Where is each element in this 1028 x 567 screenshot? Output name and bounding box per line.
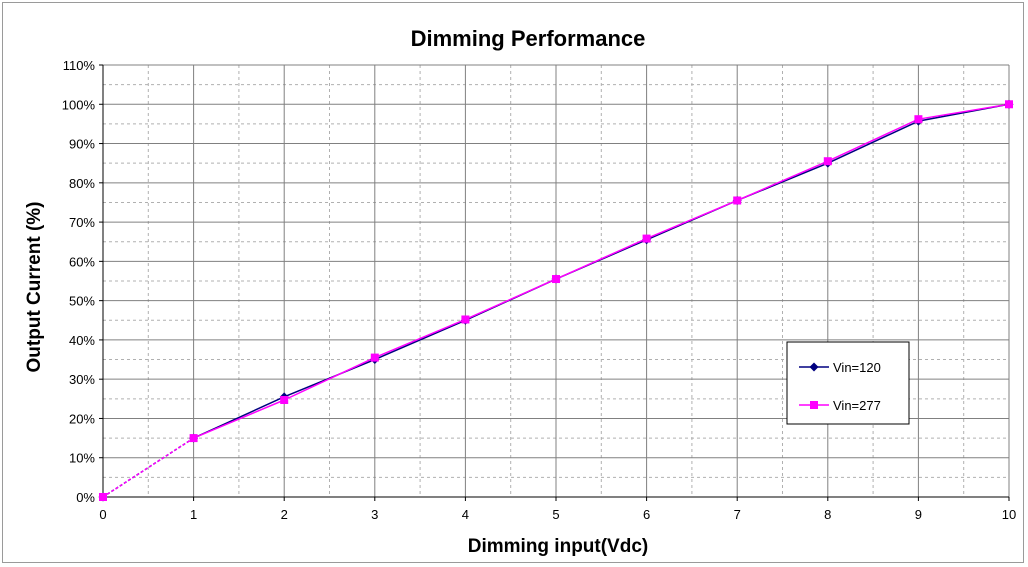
series-segment-1 bbox=[465, 278, 557, 321]
series-segment-0 bbox=[827, 120, 919, 164]
y-tick-label: 0% bbox=[76, 490, 95, 505]
x-tick-label: 3 bbox=[371, 507, 378, 522]
y-tick-label: 30% bbox=[69, 372, 95, 387]
point-1 bbox=[99, 493, 107, 501]
x-axis-label: Dimming input(Vdc) bbox=[468, 536, 648, 557]
point-1 bbox=[642, 234, 651, 243]
y-tick-label: 110% bbox=[63, 58, 96, 73]
legend-marker-0 bbox=[809, 362, 819, 372]
point-1 bbox=[914, 115, 923, 124]
legend-label-1: Vin=277 bbox=[833, 398, 881, 413]
y-axis-label: Output Current (%) bbox=[24, 202, 45, 373]
series-segment-1 bbox=[827, 118, 919, 162]
y-tick-label: 80% bbox=[69, 176, 95, 191]
x-tick-label: 9 bbox=[915, 507, 922, 522]
series-segment-1 bbox=[374, 318, 466, 359]
x-tick-label: 1 bbox=[190, 507, 197, 522]
x-tick-label: 2 bbox=[281, 507, 288, 522]
point-1 bbox=[461, 315, 470, 324]
y-tick-label: 20% bbox=[69, 411, 95, 426]
point-1 bbox=[189, 434, 198, 443]
y-tick-label: 60% bbox=[69, 254, 95, 269]
series-segment-1 bbox=[102, 437, 195, 498]
x-tick-label: 4 bbox=[462, 507, 469, 522]
x-tick-label: 0 bbox=[99, 507, 106, 522]
x-tick-label: 7 bbox=[734, 507, 741, 522]
point-1 bbox=[1005, 100, 1013, 109]
point-1 bbox=[280, 395, 289, 404]
x-tick-label: 5 bbox=[552, 507, 559, 522]
legend-box bbox=[786, 341, 910, 425]
series-segment-1 bbox=[555, 237, 647, 280]
y-tick-label: 90% bbox=[69, 137, 95, 152]
point-1 bbox=[552, 275, 560, 284]
series-segment-1 bbox=[646, 199, 738, 240]
y-tick-label: 10% bbox=[69, 451, 95, 466]
series-segment-1 bbox=[736, 160, 829, 202]
x-tick-label: 10 bbox=[1002, 507, 1016, 522]
point-1 bbox=[823, 157, 832, 166]
series-segment-1 bbox=[193, 399, 285, 439]
chart-title: Dimming Performance bbox=[411, 26, 646, 51]
legend-label-0: Vin=120 bbox=[833, 360, 881, 375]
point-1 bbox=[370, 353, 379, 362]
y-tick-label: 100% bbox=[62, 97, 96, 112]
x-tick-label: 6 bbox=[643, 507, 650, 522]
series-segment-1 bbox=[283, 356, 376, 401]
point-1 bbox=[733, 196, 742, 205]
series-segment-0 bbox=[374, 319, 466, 361]
series-segment-1 bbox=[918, 103, 1010, 120]
x-tick-label: 8 bbox=[824, 507, 831, 522]
y-tick-label: 70% bbox=[69, 215, 95, 230]
y-tick-label: 50% bbox=[69, 294, 95, 309]
y-tick-label: 40% bbox=[69, 333, 95, 348]
legend-marker-1 bbox=[810, 401, 818, 409]
